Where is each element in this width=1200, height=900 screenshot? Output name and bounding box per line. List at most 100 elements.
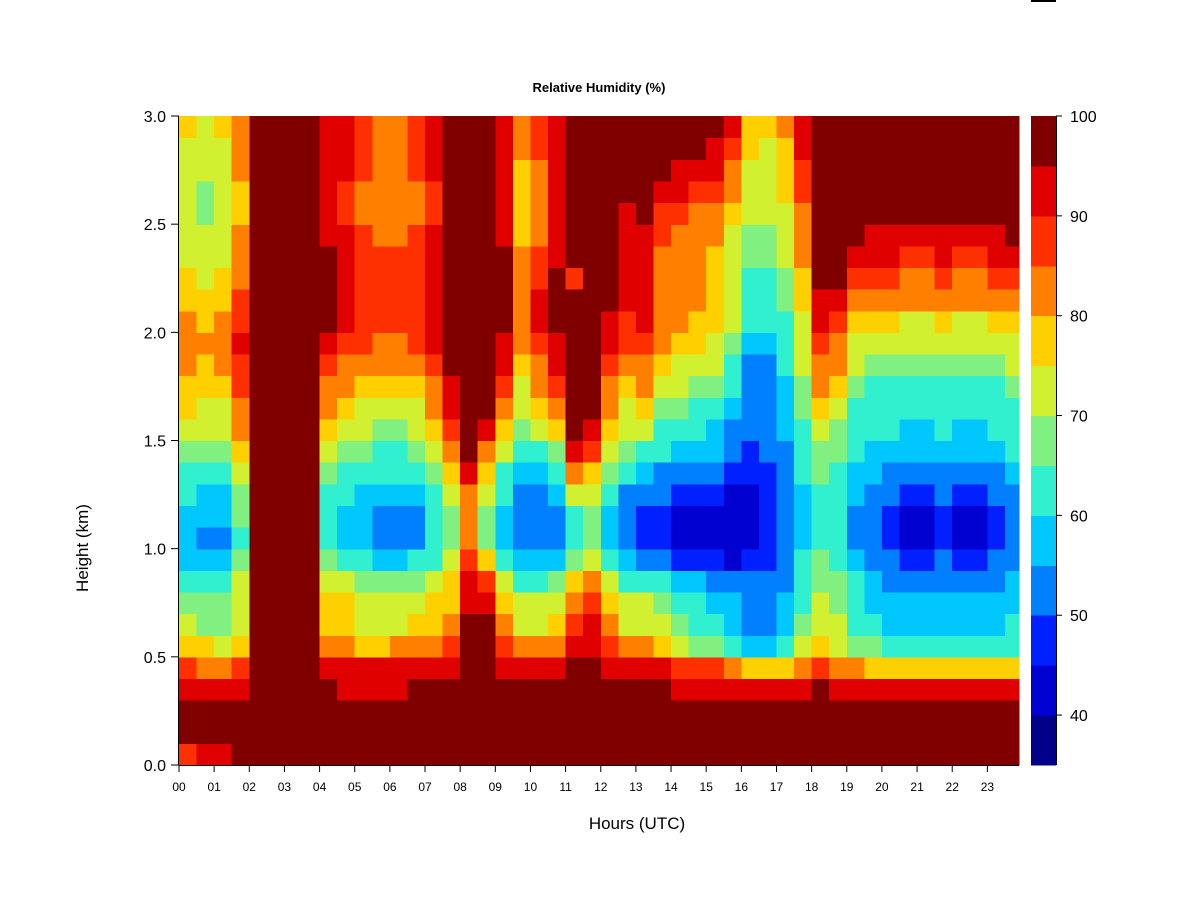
heatmap-cell bbox=[969, 137, 988, 160]
heatmap-cell bbox=[794, 418, 813, 442]
heatmap-cell bbox=[196, 332, 215, 355]
heatmap-cell bbox=[249, 245, 268, 269]
heatmap-cell bbox=[354, 440, 373, 463]
heatmap-cell bbox=[477, 418, 496, 442]
heatmap-cell bbox=[671, 678, 690, 701]
colorbar-tick-label: 80 bbox=[1070, 309, 1088, 326]
heatmap-cell bbox=[811, 462, 830, 485]
heatmap-cell bbox=[196, 202, 215, 225]
heatmap-cell bbox=[583, 656, 602, 680]
heatmap-cell bbox=[530, 462, 549, 485]
heatmap-cell bbox=[618, 353, 637, 377]
heatmap-cell bbox=[846, 310, 865, 333]
heatmap-cell bbox=[1004, 656, 1020, 680]
heatmap-cell bbox=[372, 310, 391, 333]
heatmap-cell bbox=[741, 570, 760, 593]
heatmap-cell bbox=[460, 224, 479, 247]
heatmap-cell bbox=[881, 743, 901, 766]
heatmap-cell bbox=[565, 635, 584, 658]
heatmap-cell bbox=[846, 721, 865, 744]
heatmap-cell bbox=[372, 700, 391, 723]
heatmap-cell bbox=[706, 635, 725, 658]
heatmap-cell bbox=[864, 418, 883, 442]
heatmap-cell bbox=[196, 591, 215, 615]
heatmap-cell bbox=[899, 202, 918, 225]
heatmap-cell bbox=[231, 527, 250, 550]
heatmap-cell bbox=[249, 505, 268, 528]
heatmap-cell bbox=[776, 202, 795, 225]
heatmap-cell bbox=[671, 570, 690, 593]
heatmap-cell bbox=[319, 418, 338, 442]
heatmap-cell bbox=[179, 570, 198, 593]
heatmap-cell bbox=[179, 591, 198, 615]
heatmap-cell bbox=[987, 418, 1006, 442]
heatmap-cell bbox=[934, 418, 953, 442]
heatmap-cell bbox=[829, 397, 848, 420]
heatmap-cell bbox=[706, 375, 725, 398]
heatmap-cell bbox=[477, 397, 496, 420]
heatmap-cell bbox=[776, 721, 795, 744]
heatmap-cell bbox=[635, 224, 655, 247]
heatmap-cell bbox=[337, 613, 356, 636]
heatmap-cell bbox=[548, 635, 567, 658]
heatmap-cell bbox=[653, 483, 672, 506]
heatmap-cell bbox=[495, 570, 514, 593]
heatmap-cell bbox=[635, 700, 655, 723]
heatmap-cell bbox=[864, 505, 883, 528]
heatmap-cell bbox=[1004, 245, 1020, 269]
heatmap-cell bbox=[969, 418, 988, 442]
heatmap-cell bbox=[302, 440, 321, 463]
heatmap-cell bbox=[969, 613, 988, 636]
heatmap-cell bbox=[653, 678, 672, 701]
heatmap-cell bbox=[565, 505, 584, 528]
heatmap-cell bbox=[987, 591, 1006, 615]
heatmap-cell bbox=[846, 462, 865, 485]
heatmap-cell bbox=[776, 397, 795, 420]
heatmap-cell bbox=[196, 678, 215, 701]
heatmap-cell bbox=[864, 289, 883, 312]
heatmap-cell bbox=[829, 332, 848, 355]
heatmap-cell bbox=[425, 310, 444, 333]
heatmap-cell bbox=[618, 202, 637, 225]
heatmap-cell bbox=[934, 245, 953, 269]
heatmap-cell bbox=[758, 613, 778, 636]
heatmap-cell bbox=[1004, 202, 1020, 225]
heatmap-cell bbox=[635, 440, 655, 463]
heatmap-cell bbox=[899, 245, 918, 269]
heatmap-cell bbox=[881, 678, 901, 701]
heatmap-cell bbox=[389, 527, 409, 550]
heatmap-cell bbox=[477, 289, 496, 312]
heatmap-cell bbox=[776, 310, 795, 333]
x-tick-label: 10 bbox=[524, 780, 538, 794]
heatmap-cell bbox=[249, 159, 268, 182]
heatmap-cell bbox=[952, 180, 971, 204]
heatmap-cell bbox=[179, 180, 198, 204]
heatmap-cell bbox=[565, 527, 584, 550]
heatmap-cell bbox=[1004, 159, 1020, 182]
heatmap-cell bbox=[881, 375, 901, 398]
heatmap-cell bbox=[512, 440, 532, 463]
heatmap-cell bbox=[1004, 289, 1020, 312]
heatmap-cell bbox=[706, 462, 725, 485]
heatmap-cell bbox=[776, 224, 795, 247]
heatmap-cell bbox=[512, 527, 532, 550]
heatmap-cell bbox=[688, 332, 707, 355]
heatmap-cell bbox=[864, 224, 883, 247]
heatmap-cell bbox=[214, 310, 233, 333]
heatmap-cell bbox=[829, 700, 848, 723]
heatmap-cell bbox=[372, 245, 391, 269]
heatmap-cell bbox=[477, 613, 496, 636]
heatmap-cell bbox=[635, 397, 655, 420]
heatmap-cell bbox=[512, 159, 532, 182]
heatmap-cell bbox=[776, 743, 795, 766]
heatmap-cell bbox=[284, 397, 303, 420]
x-tick-label: 01 bbox=[207, 780, 221, 794]
heatmap-cell bbox=[266, 656, 286, 680]
heatmap-cell bbox=[829, 310, 848, 333]
heatmap-cell bbox=[934, 116, 953, 139]
heatmap-cell bbox=[600, 202, 619, 225]
heatmap-cell bbox=[723, 202, 742, 225]
heatmap-cell bbox=[477, 137, 496, 160]
heatmap-cell bbox=[794, 397, 813, 420]
y-tick-label: 0.0 bbox=[144, 758, 166, 775]
